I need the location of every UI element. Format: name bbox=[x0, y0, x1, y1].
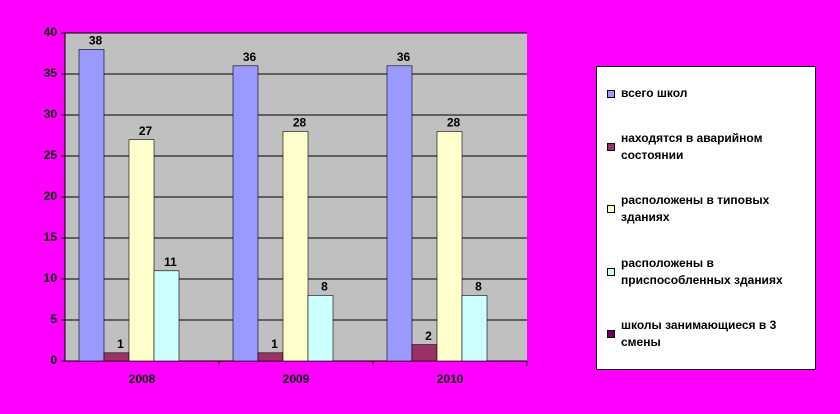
y-tick-label: 10 bbox=[44, 271, 58, 285]
legend-label: находятся в аварийном состоянии bbox=[621, 131, 763, 163]
bar bbox=[128, 139, 155, 362]
legend-label: расположены в типовых зданиях bbox=[621, 193, 770, 225]
data-label: 38 bbox=[89, 34, 103, 48]
x-tick-label: 2010 bbox=[437, 372, 464, 386]
data-label: 28 bbox=[293, 116, 307, 130]
data-label: 28 bbox=[447, 116, 461, 130]
legend-swatch bbox=[607, 329, 615, 338]
x-tick-label: 2009 bbox=[283, 372, 310, 386]
legend-swatch bbox=[607, 205, 615, 214]
legend-label: расположены в приспособленных зданиях bbox=[621, 255, 783, 287]
legend-item: школы занимающиеся в 3 смены bbox=[597, 317, 815, 351]
data-label: 1 bbox=[117, 337, 124, 351]
bar bbox=[153, 270, 180, 362]
data-label: 1 bbox=[271, 337, 278, 351]
data-label: 2 bbox=[425, 329, 432, 343]
bar bbox=[386, 65, 413, 362]
y-tick-label: 35 bbox=[44, 66, 58, 80]
legend-swatch bbox=[607, 267, 615, 276]
y-tick-label: 25 bbox=[44, 148, 58, 162]
bar bbox=[257, 352, 284, 362]
bar bbox=[232, 65, 259, 362]
data-label: 36 bbox=[397, 50, 411, 64]
legend-item: расположены в приспособленных зданиях bbox=[597, 255, 815, 289]
bar bbox=[282, 131, 309, 362]
bar bbox=[103, 352, 130, 362]
y-tick-label: 20 bbox=[44, 189, 58, 203]
bar bbox=[307, 295, 334, 362]
x-tick-label: 2008 bbox=[129, 372, 156, 386]
legend-item: всего школ bbox=[597, 85, 815, 102]
legend-item: находятся в аварийном состоянии bbox=[597, 130, 815, 164]
data-label: 36 bbox=[243, 50, 257, 64]
bar bbox=[436, 131, 463, 362]
data-label: 11 bbox=[164, 255, 177, 269]
y-tick-label: 30 bbox=[44, 107, 58, 121]
legend: всего школ находятся в аварийном состояни… bbox=[596, 66, 816, 370]
bar bbox=[78, 49, 105, 362]
data-label: 8 bbox=[321, 280, 328, 294]
legend-label: школы занимающиеся в 3 смены bbox=[621, 317, 777, 349]
legend-label: всего школ bbox=[621, 86, 688, 101]
legend-item: расположены в типовых зданиях bbox=[597, 192, 815, 226]
y-tick-label: 5 bbox=[50, 312, 57, 326]
legend-swatch bbox=[607, 89, 615, 98]
y-tick-label: 40 bbox=[44, 25, 58, 39]
bar bbox=[411, 344, 438, 362]
data-label: 27 bbox=[139, 124, 153, 138]
legend-swatch bbox=[607, 143, 615, 152]
y-tick-label: 15 bbox=[44, 230, 58, 244]
data-label: 8 bbox=[475, 280, 482, 294]
bar bbox=[461, 295, 488, 362]
y-tick-label: 0 bbox=[50, 353, 57, 367]
